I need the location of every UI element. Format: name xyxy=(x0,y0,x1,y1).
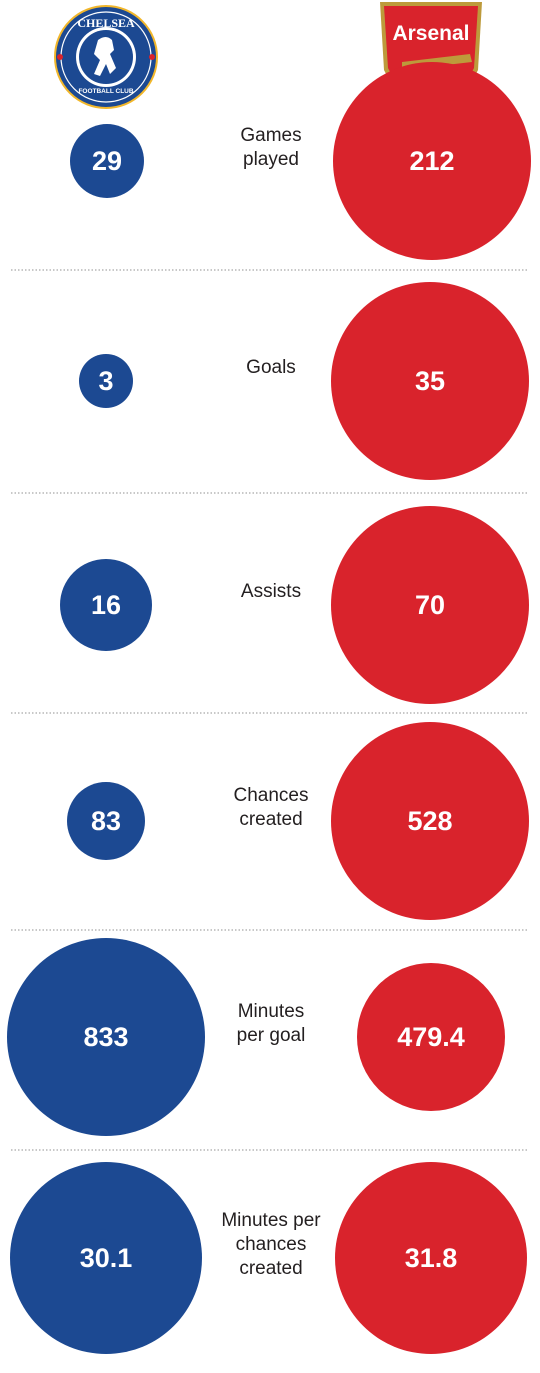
stat-label: created xyxy=(239,809,302,830)
stat-label: Chances xyxy=(234,785,309,806)
arsenal-value: 70 xyxy=(415,590,445,620)
chelsea-value: 29 xyxy=(92,146,122,176)
chelsea-circle xyxy=(79,354,133,408)
arsenal-value: 528 xyxy=(407,806,452,836)
arsenal-value: 31.8 xyxy=(405,1243,458,1273)
stat-label: Minutes per xyxy=(221,1210,321,1231)
arsenal-value: 212 xyxy=(409,146,454,176)
chelsea-crest-top-text: CHELSEA xyxy=(77,16,135,30)
chelsea-circle xyxy=(60,559,152,651)
chelsea-value: 3 xyxy=(98,366,113,396)
stat-row: 30.1 31.8 Minutes per chances created xyxy=(10,1162,527,1354)
stat-label: Goals xyxy=(246,357,296,378)
chelsea-circle xyxy=(10,1162,202,1354)
stat-row: 833 479.4 Minutes per goal xyxy=(7,938,505,1136)
arsenal-circle xyxy=(335,1162,527,1354)
arsenal-circle xyxy=(331,282,529,480)
stat-label: created xyxy=(239,1258,302,1279)
stat-row: 16 70 Assists xyxy=(60,506,529,704)
stat-row: 83 528 Chances created xyxy=(67,722,529,920)
arsenal-crest-text: Arsenal xyxy=(392,22,469,45)
chelsea-circle xyxy=(7,938,205,1136)
stat-label: Assists xyxy=(241,581,301,602)
stat-label: chances xyxy=(236,1234,307,1255)
stat-label: Minutes xyxy=(238,1001,305,1022)
chelsea-value: 83 xyxy=(91,806,121,836)
chelsea-value: 833 xyxy=(83,1022,128,1052)
chelsea-crest-bottom-text: FOOTBALL CLUB xyxy=(78,88,133,95)
stat-label: Games xyxy=(240,125,301,146)
arsenal-circle xyxy=(357,963,505,1111)
arsenal-circle xyxy=(331,506,529,704)
stat-label: per goal xyxy=(237,1025,306,1046)
arsenal-circle xyxy=(331,722,529,920)
stat-row: 29 212 Games played xyxy=(70,62,531,260)
stat-row: 3 35 Goals xyxy=(79,282,529,480)
chelsea-crest-icon: CHELSEA FOOTBALL CLUB xyxy=(54,5,158,109)
chelsea-value: 30.1 xyxy=(80,1243,133,1273)
arsenal-value: 35 xyxy=(415,366,445,396)
arsenal-circle xyxy=(333,62,531,260)
stat-label: played xyxy=(243,149,299,170)
chelsea-circle xyxy=(70,124,144,198)
chelsea-circle xyxy=(67,782,145,860)
arsenal-value: 479.4 xyxy=(397,1022,465,1052)
chelsea-value: 16 xyxy=(91,590,121,620)
